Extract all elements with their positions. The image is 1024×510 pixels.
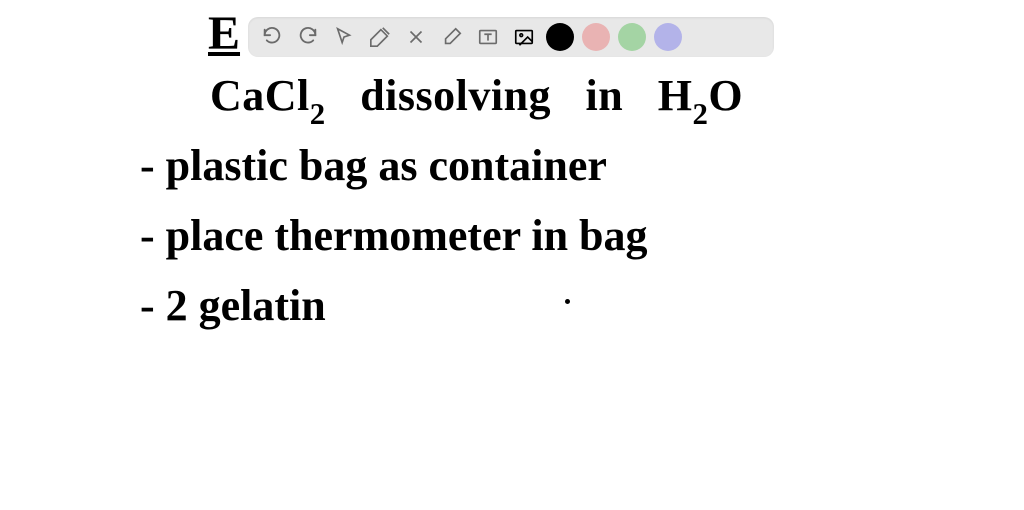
drawing-toolbar [248, 17, 774, 57]
pointer-icon[interactable] [330, 23, 358, 51]
color-swatch-green[interactable] [618, 23, 646, 51]
handwriting-line-4: - 2 gelatin [140, 280, 326, 331]
pen-icon[interactable] [366, 23, 394, 51]
textbox-icon[interactable] [474, 23, 502, 51]
color-swatch-black[interactable] [546, 23, 574, 51]
whiteboard-canvas[interactable]: E [0, 0, 1024, 510]
image-icon[interactable] [510, 23, 538, 51]
handwriting-line-2: - plastic bag as container [140, 140, 607, 191]
handwriting-line-1: CaCl2 dissolving in H2O [210, 70, 743, 128]
redo-icon[interactable] [294, 23, 322, 51]
undo-icon[interactable] [258, 23, 286, 51]
handwriting-fragment-top: E [208, 6, 240, 61]
color-swatch-purple[interactable] [654, 23, 682, 51]
handwriting-line-3: - place thermometer in bag [140, 210, 648, 261]
color-swatch-pink[interactable] [582, 23, 610, 51]
tools-icon[interactable] [402, 23, 430, 51]
eraser-icon[interactable] [438, 23, 466, 51]
stray-dot [565, 299, 570, 304]
